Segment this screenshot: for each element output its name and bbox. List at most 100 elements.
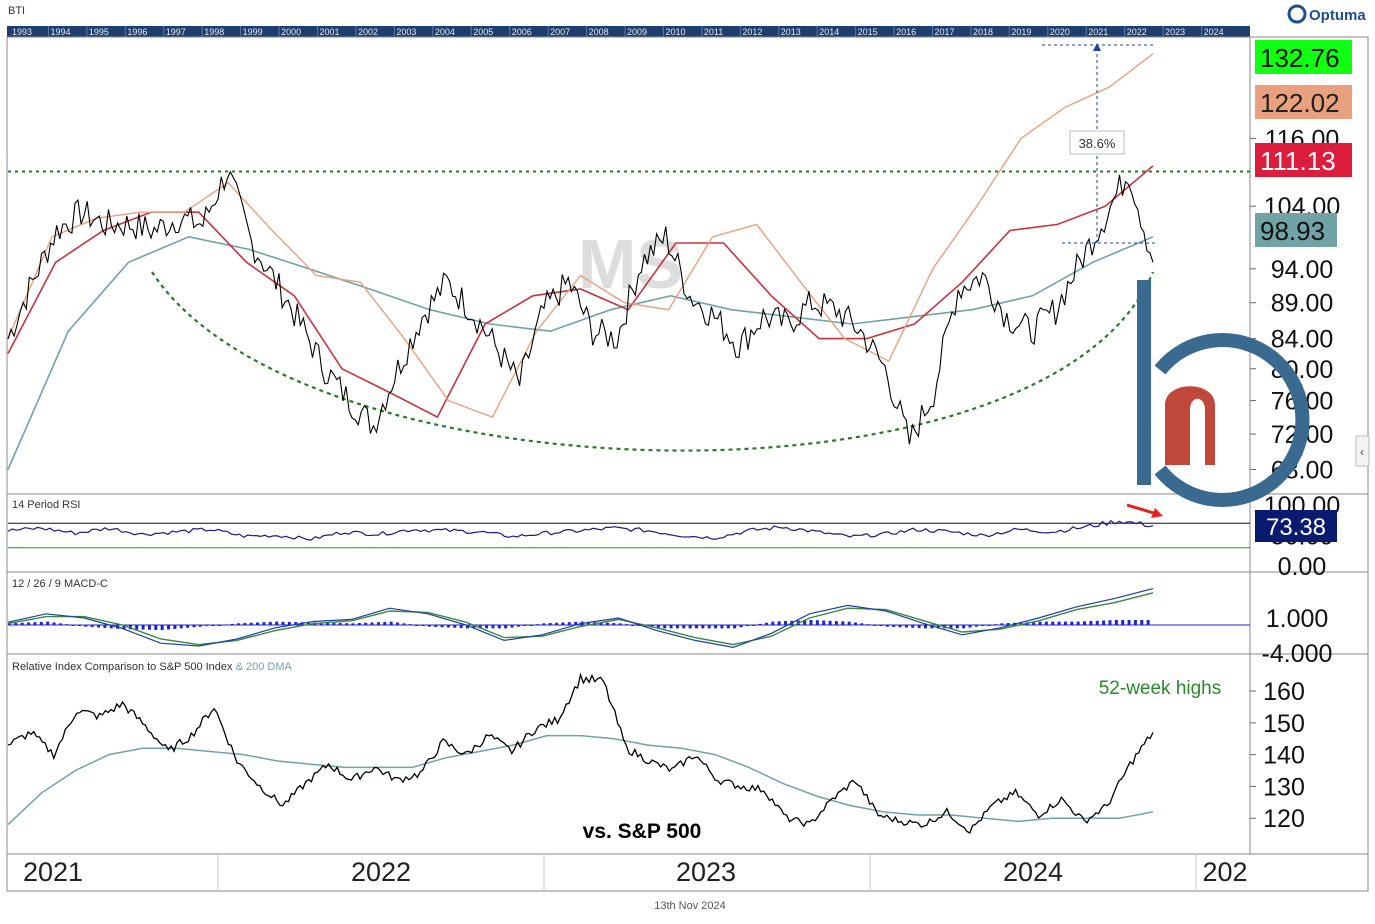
timeline-year-label[interactable]: 2011: [704, 27, 723, 37]
timeline-year-label[interactable]: 2003: [396, 27, 416, 37]
timeline-year-label[interactable]: 2008: [589, 27, 609, 37]
macd-histogram-bar: [924, 625, 927, 629]
macd-histogram-bar: [714, 625, 718, 629]
price-label-value: 122.02: [1260, 88, 1340, 118]
macd-histogram-bar: [739, 625, 743, 628]
timeline-year-label[interactable]: 2000: [281, 27, 301, 37]
macd-histogram-bar: [109, 625, 113, 629]
timeline-year-label[interactable]: 1994: [50, 27, 70, 37]
macd-histogram-bar: [752, 625, 756, 626]
timeline-year-label[interactable]: 2001: [320, 27, 340, 37]
timeline-year-label[interactable]: 2014: [819, 27, 839, 37]
macd-histogram-bar: [567, 622, 571, 625]
macd-histogram-bar: [415, 625, 419, 626]
macd-histogram-bar: [1121, 619, 1125, 625]
macd-histogram-bar: [52, 622, 56, 625]
macd-histogram-bar: [370, 622, 374, 625]
ma-200-line: [7, 235, 1154, 470]
timeline-year-label[interactable]: 2023: [1165, 27, 1185, 37]
macd-histogram-bar: [332, 622, 336, 625]
macd-histogram-bar: [249, 622, 253, 625]
timeline-year-label[interactable]: 1996: [127, 27, 147, 37]
macd-histogram-bar: [993, 624, 997, 626]
macd-histogram-bar: [167, 625, 171, 630]
macd-histogram-bar: [1108, 620, 1112, 625]
macd-histogram-bar: [873, 625, 877, 626]
macd-histogram-bar: [485, 625, 489, 629]
timeline-year-label[interactable]: 2012: [742, 27, 762, 37]
timeline-year-label[interactable]: 2004: [435, 27, 455, 37]
macd-histogram-bar: [898, 625, 902, 628]
timeline-year-label[interactable]: 1997: [166, 27, 186, 37]
timeline-year-label[interactable]: 2016: [896, 27, 916, 37]
symbol-label: BTI: [8, 5, 25, 17]
relative-title-main: Relative Index Comparison to S&P 500 Ind…: [12, 661, 233, 673]
macd-histogram-bar: [389, 621, 393, 625]
relative-title-dma: & 200 DMA: [236, 661, 293, 673]
macd-histogram-bar: [122, 625, 126, 630]
macd-histogram-bar: [815, 620, 819, 625]
timeline-year-label[interactable]: 1993: [12, 27, 32, 37]
macd-histogram-bar: [561, 622, 565, 625]
macd-histogram-bar: [758, 623, 762, 625]
price-label-box: [1255, 40, 1352, 74]
macd-histogram-bar: [548, 623, 552, 625]
timeline-year-label[interactable]: 2024: [1204, 27, 1224, 37]
macd-histogram-bar: [745, 625, 749, 627]
macd-histogram-bar: [669, 625, 673, 629]
timeline-year-label[interactable]: 1995: [89, 27, 109, 37]
timeline-year-label[interactable]: 2010: [665, 27, 685, 37]
timeline-year-label[interactable]: 2013: [781, 27, 801, 37]
x-axis-year-label: 202: [1202, 857, 1247, 887]
macd-histogram-bar: [46, 621, 50, 625]
macd-histogram-bar: [179, 625, 183, 629]
macd-histogram-bar: [224, 624, 228, 626]
relative-tick-label: 120: [1263, 805, 1305, 833]
timeline-year-label[interactable]: 2020: [1050, 27, 1070, 37]
timeline-year-label[interactable]: 2007: [550, 27, 570, 37]
timeline-year-label[interactable]: 2017: [935, 27, 955, 37]
timeline-year-label[interactable]: 2018: [973, 27, 993, 37]
macd-histogram-bar: [764, 622, 768, 625]
macd-histogram-bar: [160, 625, 164, 631]
macd-histogram-bar: [733, 625, 737, 629]
macd-histogram-bar: [287, 621, 291, 625]
timeline-year-label[interactable]: 2009: [627, 27, 647, 37]
macd-histogram-bar: [141, 625, 145, 630]
macd-histogram-bar: [1032, 621, 1036, 625]
timeline-strip[interactable]: [7, 26, 1250, 37]
macd-histogram-bar: [275, 621, 279, 625]
timeline-year-label[interactable]: 2005: [473, 27, 493, 37]
macd-line: [7, 588, 1154, 649]
x-axis-year-label: 2023: [676, 857, 736, 887]
price-label-box: [1255, 143, 1352, 177]
macd-histogram-bar: [478, 625, 482, 629]
timeline-year-label[interactable]: 2019: [1011, 27, 1031, 37]
macd-histogram-bar: [1140, 619, 1144, 625]
x-axis-year-label: 2024: [1003, 857, 1063, 887]
macd-histogram-bar: [841, 621, 845, 625]
macd-histogram-bar: [497, 625, 501, 629]
timeline-year-label[interactable]: 1999: [243, 27, 263, 37]
macd-histogram-bar: [281, 621, 285, 625]
macd-histogram-bar: [408, 624, 412, 626]
macd-histogram-bar: [1044, 621, 1048, 625]
rsi-last-value: 73.38: [1266, 514, 1326, 541]
macd-histogram-bar: [930, 625, 934, 629]
timeline-year-label[interactable]: 2015: [858, 27, 878, 37]
macd-tick-label: -4.000: [1262, 640, 1333, 668]
macd-histogram-bar: [1095, 620, 1099, 625]
macd-histogram-bar: [472, 625, 476, 629]
timeline-year-label[interactable]: 2022: [1127, 27, 1147, 37]
price-tick-label: 84.00: [1271, 326, 1334, 354]
timeline-year-label[interactable]: 1998: [204, 27, 224, 37]
macd-histogram-bar: [205, 625, 209, 627]
macd-histogram-bar: [612, 623, 616, 625]
timeline-year-label[interactable]: 2006: [512, 27, 532, 37]
macd-histogram-bar: [135, 625, 139, 630]
timeline-year-label[interactable]: 2021: [1088, 27, 1108, 37]
macd-histogram-bar: [1063, 621, 1067, 625]
panel-collapse-handle[interactable]: ‹: [1355, 435, 1370, 467]
macd-histogram-bar: [1051, 621, 1055, 625]
timeline-year-label[interactable]: 2002: [358, 27, 378, 37]
